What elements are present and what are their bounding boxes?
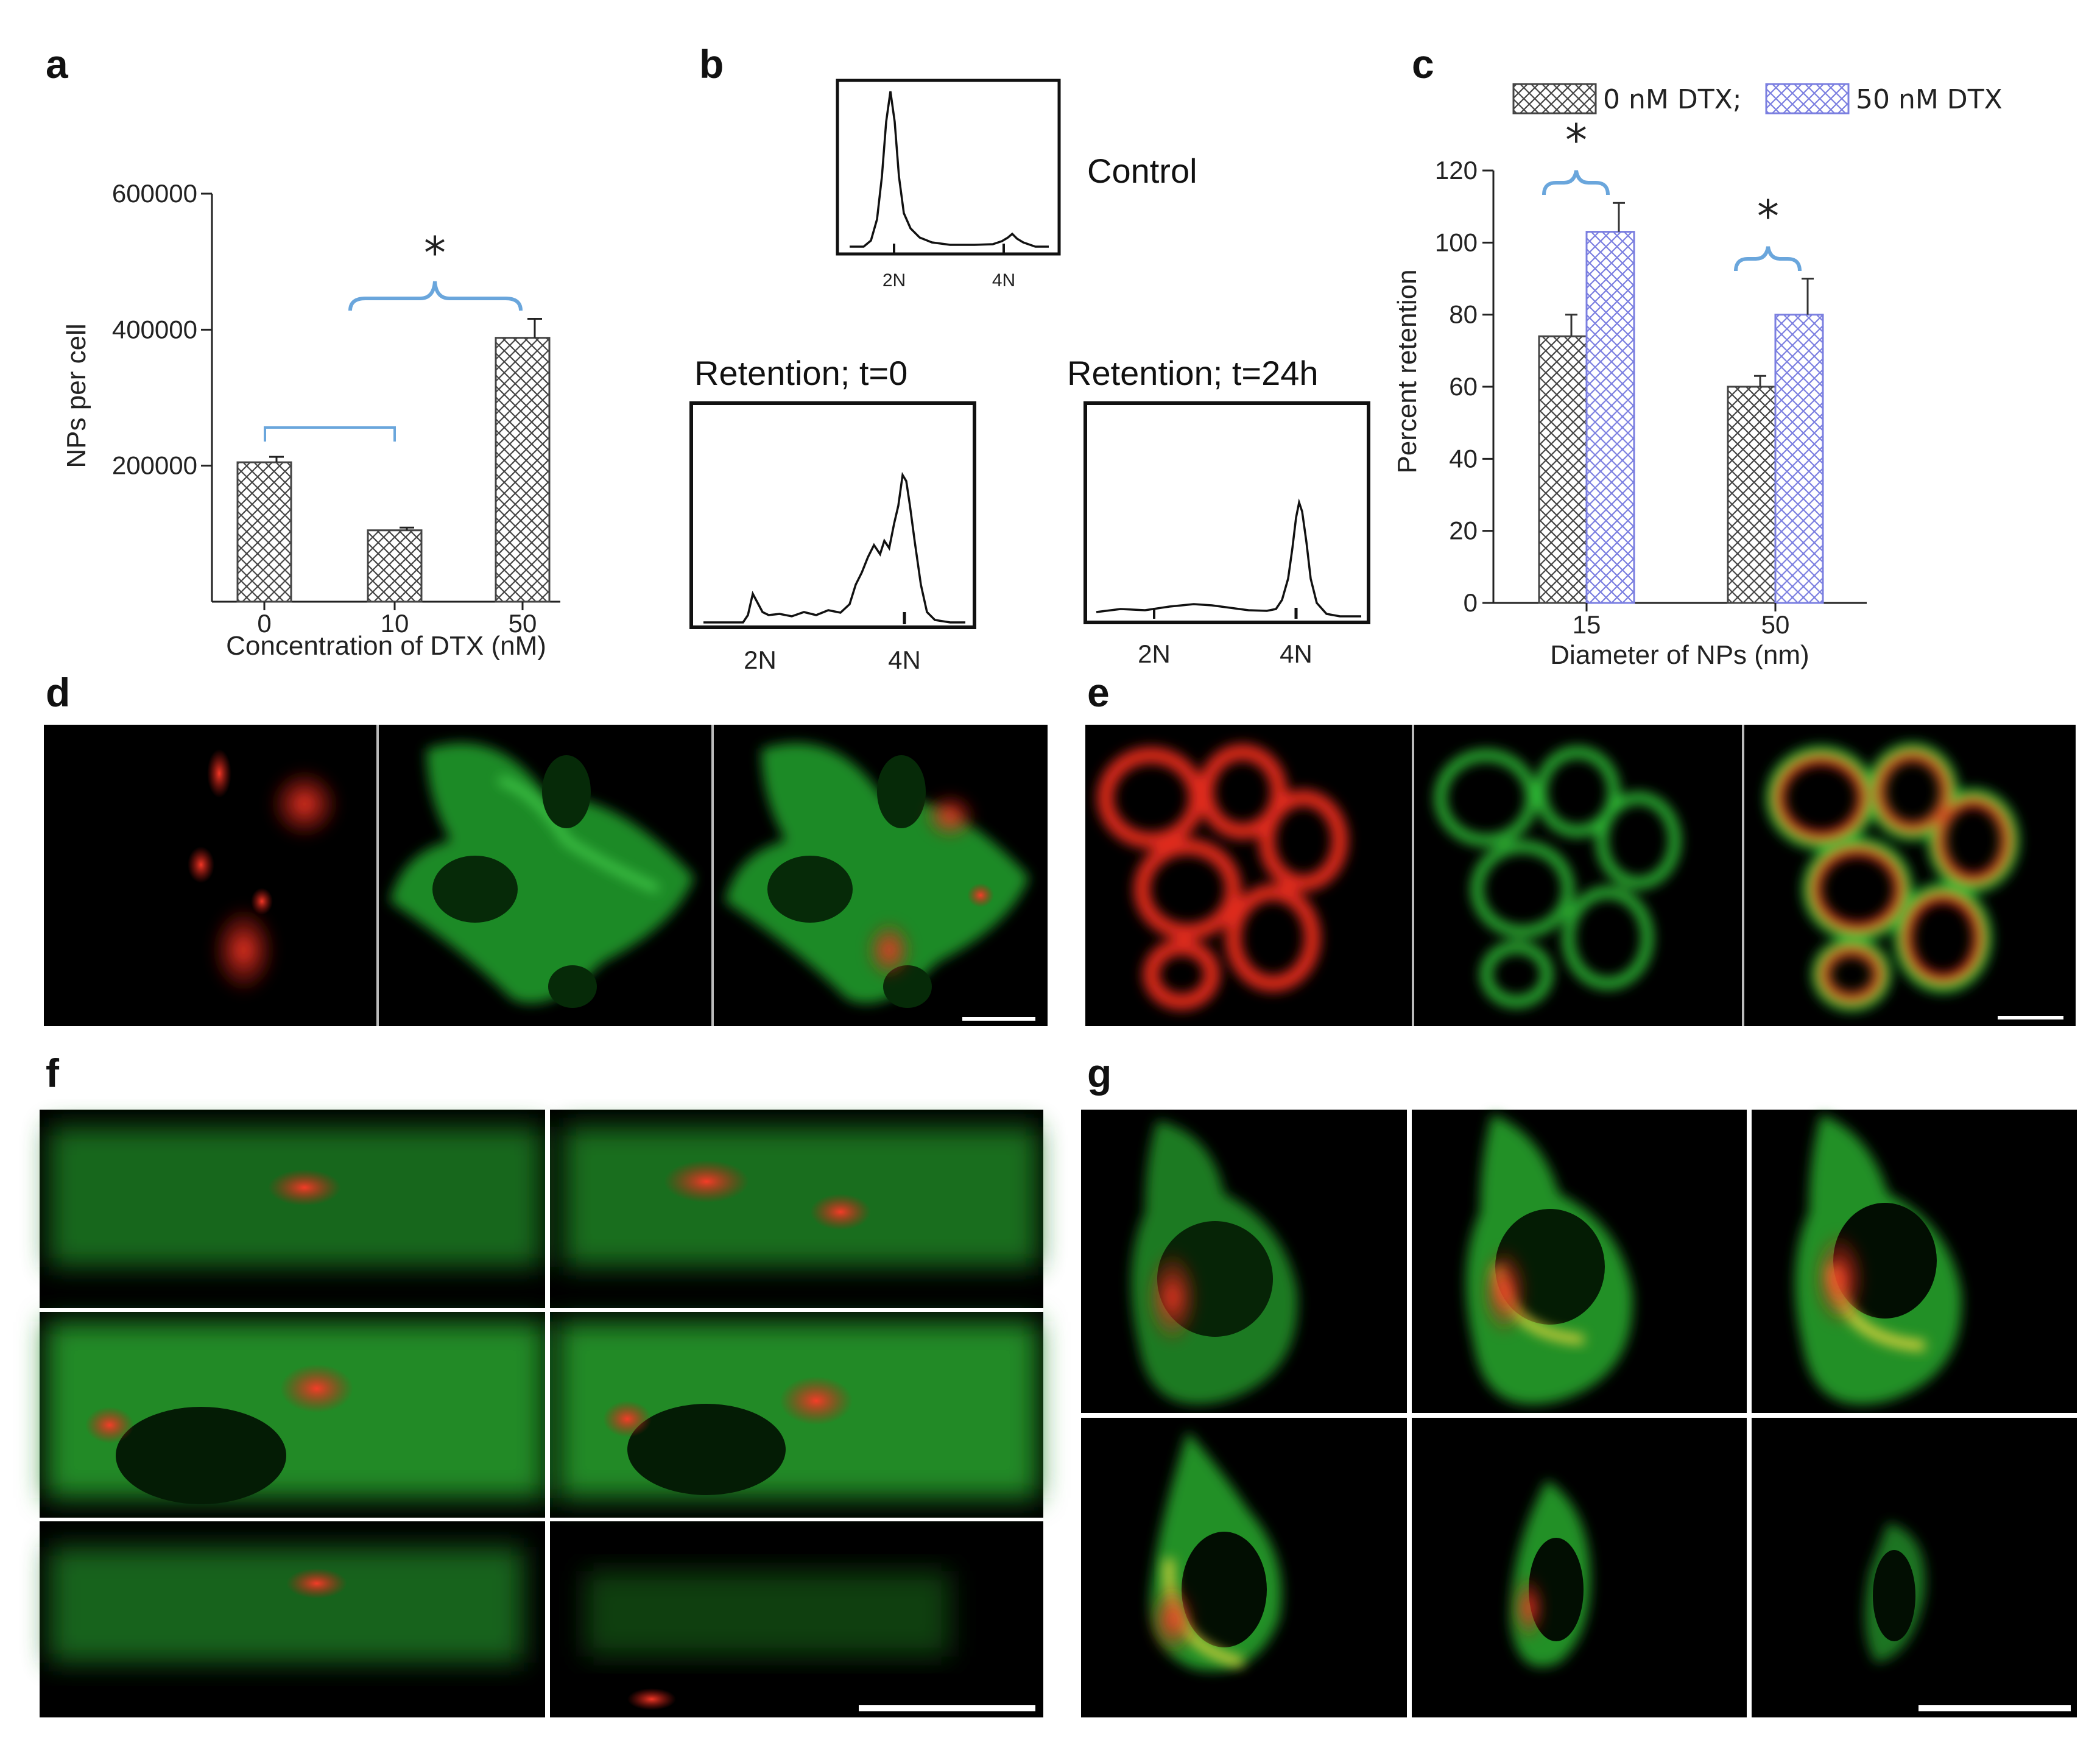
legend-swatch-0nm	[1512, 83, 1597, 114]
micrograph-g-bottom-1	[1148, 1431, 1282, 1671]
chart-a-bar	[367, 529, 423, 603]
micrograph-d-red	[188, 749, 341, 996]
chart-a-ytick-label: 400000	[112, 315, 197, 343]
histogram-t24-title: Retention; t=24h	[1067, 354, 1319, 392]
micrograph-e-red	[1098, 744, 1348, 1010]
panel-label-b: b	[699, 41, 724, 86]
histogram-t0-4n: 4N	[888, 646, 921, 674]
chart-c-brace-50	[1734, 246, 1802, 272]
panel-label-d: d	[46, 670, 70, 715]
chart-c-ytick-label: 20	[1449, 516, 1478, 545]
scale-bar-e	[1998, 1016, 2063, 1019]
legend-label-0nm: 0 nM DTX;	[1603, 84, 1742, 115]
histogram-t0-frame	[689, 401, 976, 629]
histogram-t0-2n: 2N	[744, 646, 777, 674]
chart-c-ytick-label: 40	[1449, 444, 1478, 473]
legend-label-50nm: 50 nM DTX	[1856, 84, 2003, 115]
panel-label-g: g	[1087, 1051, 1112, 1096]
panel-label-e: e	[1087, 670, 1110, 715]
chart-a-bar	[236, 461, 292, 603]
micrograph-panel-e	[1085, 725, 2076, 1026]
histogram-control-2n: 2N	[883, 270, 906, 290]
histogram-t0-title: Retention; t=0	[694, 354, 907, 392]
chart-c-bar	[1585, 231, 1635, 604]
scale-bar-f	[859, 1705, 1035, 1711]
chart-c-xtick-label: 50	[1761, 610, 1790, 639]
histogram-control-trace	[850, 91, 1049, 248]
histogram-control-frame	[836, 79, 1061, 256]
micrograph-g-bottom-2	[1510, 1480, 1591, 1667]
chart-c-significance-15: *	[1565, 114, 1587, 166]
chart-a-bracket-low	[264, 426, 396, 442]
chart-a-ylabel: NPs per cell	[62, 323, 91, 468]
chart-a-xtick-label: 10	[381, 609, 409, 638]
chart-c-ytick-label: 0	[1464, 588, 1478, 617]
chart-c-bar	[1538, 335, 1588, 604]
panel-label-f: f	[46, 1051, 60, 1096]
histogram-control-name: Control	[1087, 152, 1197, 190]
chart-a-brace	[348, 281, 523, 311]
chart-c-ytick-label: 80	[1449, 300, 1478, 329]
nucleus	[116, 1407, 286, 1504]
micrograph-g-bottom-3	[1865, 1523, 1926, 1663]
chart-a-xtick-label: 50	[509, 609, 537, 638]
micrograph-e-green	[1435, 747, 1680, 1007]
chart-a-ytick-label: 200000	[112, 451, 197, 480]
histogram-control-4n: 4N	[992, 270, 1015, 290]
chart-a-significance: *	[424, 227, 446, 278]
histogram-t0-trace	[703, 471, 965, 624]
micrograph-g-top-3	[1795, 1114, 1962, 1404]
chart-a-xtick-label: 0	[257, 609, 271, 638]
scale-bar-d	[962, 1017, 1035, 1021]
chart-a: 200000 400000 600000 0 10 50 NPs per cell Co…	[62, 179, 560, 661]
scale-bar-g	[1919, 1705, 2071, 1711]
chart-c: 0 nM DTX; 50 nM DTX 0 20 40 60 80 100 120 15 50…	[1392, 83, 2003, 670]
chart-b: Control 2N 4N Retention; t=0 2N 4N Reten…	[689, 79, 1370, 674]
chart-a-ytick-label: 600000	[112, 179, 197, 208]
chart-c-ytick-label: 60	[1449, 372, 1478, 401]
chart-c-bar	[1774, 314, 1824, 604]
micrograph-panel-d	[44, 725, 1048, 1026]
chart-c-bar	[1727, 386, 1777, 604]
histogram-t24-2n: 2N	[1138, 639, 1171, 668]
histogram-t24-frame	[1083, 401, 1370, 624]
chart-c-xtick-label: 15	[1573, 610, 1601, 639]
histogram-t24-4n: 4N	[1280, 639, 1312, 668]
chart-c-significance-50: *	[1757, 191, 1779, 242]
histogram-t24-trace	[1096, 498, 1361, 618]
micrograph-d-green	[390, 743, 694, 1008]
micrograph-g-top-1	[1131, 1121, 1298, 1404]
micrograph-e-merge	[1766, 743, 2019, 1011]
chart-c-ylabel: Percent retention	[1392, 269, 1422, 473]
micrograph-panel-g	[1081, 1110, 2077, 1717]
chart-c-ytick-label: 120	[1435, 156, 1478, 185]
panel-label-c: c	[1412, 41, 1434, 86]
micrograph-d-merge	[725, 743, 1029, 1008]
chart-a-xlabel: Concentration of DTX (nM)	[226, 631, 546, 661]
chart-c-ytick-label: 100	[1435, 228, 1478, 256]
micrograph-panel-f	[40, 1110, 1043, 1717]
chart-a-bar	[495, 337, 551, 603]
micrograph-g-top-2	[1466, 1114, 1633, 1404]
legend-swatch-50nm	[1765, 83, 1850, 114]
chart-c-brace-15	[1542, 170, 1610, 195]
chart-c-xlabel: Diameter of NPs (nm)	[1550, 640, 1809, 670]
panel-label-a: a	[46, 41, 69, 86]
